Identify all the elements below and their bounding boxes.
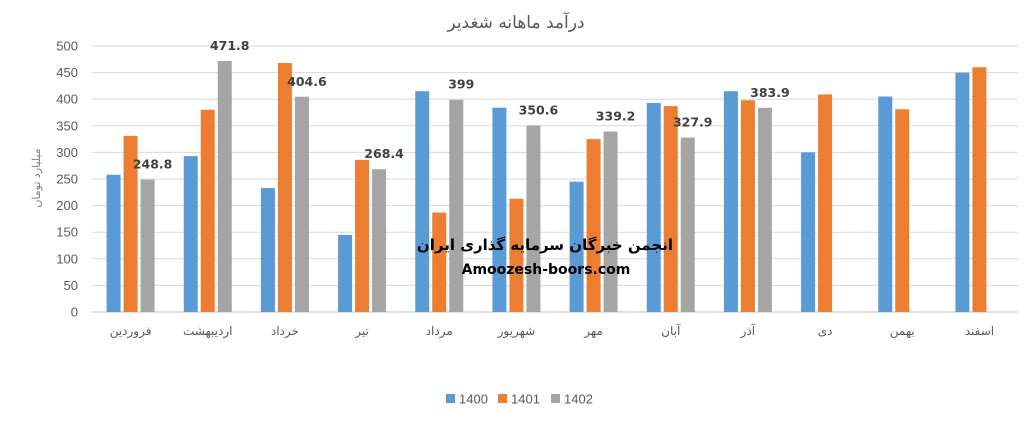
bar-1401-3	[277, 63, 292, 312]
legend-swatch-1401	[498, 394, 507, 403]
x-category-label: اسفند	[965, 324, 994, 338]
gridlines	[92, 45, 1018, 313]
legend-swatch-1400	[446, 394, 455, 403]
bar-1402-1	[140, 179, 155, 312]
x-category-label: مرداد	[426, 324, 453, 339]
bar-1401-7	[586, 139, 601, 312]
legend-swatch-1402	[551, 394, 560, 403]
x-category-label: آبان	[661, 323, 681, 338]
y-tick-label: 250	[56, 172, 78, 187]
bar-1401-5	[432, 212, 447, 312]
bar-1400-3	[260, 188, 275, 312]
x-category-label: فروردین	[110, 324, 152, 339]
bar-1401-6	[509, 198, 524, 312]
x-category-label: آذر	[740, 323, 756, 339]
bar-1401-4	[355, 159, 370, 312]
bar-1401-12	[972, 67, 987, 312]
y-axis-label: میلیارد تومان	[30, 148, 43, 207]
bar-1401-1	[123, 135, 138, 312]
x-category-label: اردیبهشت	[183, 324, 232, 339]
data-label-1402: 268.4	[364, 146, 404, 161]
chart-title: درآمد ماهانه شغدیر	[446, 11, 584, 33]
data-label-1402: 327.9	[673, 115, 713, 130]
x-category-label: شهریور	[497, 324, 536, 339]
legend-label-1401: 1401	[511, 392, 540, 407]
data-label-1402: 350.6	[519, 102, 559, 117]
y-tick-label: 500	[56, 39, 78, 54]
bar-1400-2	[183, 156, 198, 312]
bar-1400-12	[955, 72, 970, 312]
bar-1402-4	[372, 169, 387, 312]
bar-1402-5	[449, 99, 464, 313]
bar-1400-8	[646, 102, 661, 312]
bar-1401-9	[740, 100, 755, 312]
data-label-1402: 339.2	[596, 109, 636, 124]
y-tick-label: 200	[56, 198, 78, 213]
bar-1400-4	[338, 234, 353, 312]
y-tick-label: 300	[56, 145, 78, 160]
y-tick-label: 0	[71, 305, 78, 320]
y-tick-labels: 0 50 100 150 200 250 300 350 400 450 500	[56, 39, 78, 320]
y-tick-label: 150	[56, 225, 78, 240]
bar-1401-8	[663, 106, 678, 312]
bars	[106, 61, 987, 313]
legend-label-1400: 1400	[459, 392, 488, 407]
y-tick-label: 450	[56, 65, 78, 80]
bar-1401-10	[818, 94, 833, 312]
data-label-1402: 383.9	[750, 85, 790, 100]
bar-1400-9	[723, 91, 738, 312]
legend-label-1402: 1402	[564, 392, 593, 407]
bar-1400-10	[801, 152, 816, 312]
x-category-label: بهمن	[890, 324, 915, 339]
bar-1402-2	[217, 61, 232, 313]
y-tick-label: 100	[56, 251, 78, 266]
watermark-persian: انجمن خبرگان سرمایه گذاری ایران	[417, 236, 673, 254]
bar-1402-7	[603, 131, 618, 312]
bar-1400-6	[492, 107, 507, 312]
bar-1402-3	[294, 96, 309, 312]
data-label-1402: 399	[448, 77, 474, 92]
bar-1401-11	[895, 109, 910, 312]
bar-1402-9	[757, 107, 772, 312]
y-tick-label: 50	[64, 278, 78, 293]
category-labels: فروردین اردیبهشت خرداد تیر مرداد شهریور مهر آبا…	[110, 323, 994, 339]
x-category-label: مهر	[583, 324, 603, 339]
watermark-url: Amoozesh-boors.com	[462, 262, 631, 278]
y-tick-label: 400	[56, 92, 78, 107]
bar-1400-11	[878, 96, 893, 312]
legend: 1400 1401 1402	[446, 392, 593, 407]
x-category-label: تیر	[354, 324, 369, 339]
x-category-label: دی	[818, 324, 833, 338]
bar-1402-6	[526, 125, 541, 312]
y-tick-label: 350	[56, 118, 78, 133]
bar-1400-7	[569, 181, 584, 312]
bar-1401-2	[200, 109, 215, 312]
bar-1400-1	[106, 174, 121, 312]
data-labels: 248.8 471.8 404.6 268.4 399 350.6 339.2 327.9 38…	[133, 38, 790, 172]
data-label-1402: 471.8	[210, 38, 250, 53]
bar-1402-8	[680, 137, 695, 312]
data-label-1402: 404.6	[287, 74, 327, 89]
x-category-label: خرداد	[271, 324, 299, 339]
data-label-1402: 248.8	[133, 157, 173, 172]
bar-1400-5	[415, 91, 430, 312]
